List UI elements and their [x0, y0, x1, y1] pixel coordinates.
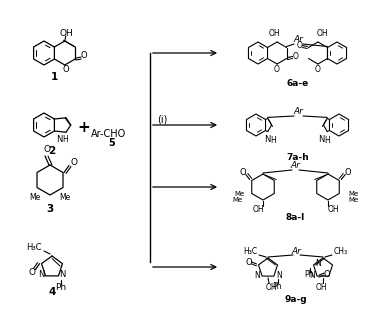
Text: 2: 2	[48, 146, 56, 156]
Text: 3: 3	[46, 204, 54, 214]
Text: Me: Me	[59, 193, 71, 201]
Text: O: O	[324, 270, 330, 279]
Text: 6a-e: 6a-e	[287, 79, 309, 88]
Text: O: O	[345, 168, 352, 177]
Text: Ar: Ar	[293, 36, 303, 45]
Text: 7a-h: 7a-h	[287, 152, 309, 161]
Text: OH: OH	[268, 28, 280, 38]
Text: Ar: Ar	[291, 247, 301, 256]
Text: 8a-l: 8a-l	[285, 213, 305, 222]
Text: O: O	[62, 66, 69, 74]
Text: H₃C: H₃C	[26, 244, 42, 253]
Text: N: N	[316, 259, 321, 268]
Text: O: O	[28, 268, 35, 277]
Text: H₃C: H₃C	[243, 248, 257, 257]
Text: N: N	[38, 270, 45, 279]
Text: O: O	[81, 52, 87, 61]
Text: Me: Me	[232, 197, 243, 202]
Text: OH: OH	[265, 282, 277, 291]
Text: H: H	[325, 136, 330, 145]
Text: O: O	[296, 41, 302, 50]
Text: O: O	[240, 168, 246, 177]
Text: Ar: Ar	[293, 108, 303, 117]
Text: OH: OH	[316, 28, 328, 38]
Text: 1: 1	[51, 72, 58, 82]
Text: N: N	[309, 271, 315, 280]
Text: Ph: Ph	[55, 283, 66, 292]
Text: OH: OH	[315, 282, 327, 291]
Text: CH₃: CH₃	[334, 248, 348, 257]
Text: 5: 5	[109, 138, 115, 148]
Text: O: O	[44, 145, 51, 154]
Text: Ar-CHO: Ar-CHO	[91, 129, 127, 139]
Text: O: O	[274, 66, 280, 74]
Text: Ph: Ph	[272, 282, 281, 290]
Text: H: H	[270, 136, 276, 145]
Text: OH: OH	[327, 204, 339, 213]
Text: N: N	[56, 134, 63, 143]
Text: OH: OH	[60, 28, 74, 38]
Text: N: N	[318, 135, 325, 144]
Text: O: O	[293, 52, 299, 61]
Text: N: N	[264, 135, 271, 144]
Text: OH: OH	[252, 204, 264, 213]
Text: N: N	[254, 271, 260, 280]
Text: O: O	[71, 158, 78, 167]
Text: Ph: Ph	[305, 270, 314, 279]
Text: Me: Me	[348, 197, 358, 202]
Text: (i): (i)	[157, 115, 167, 125]
Text: O: O	[315, 66, 321, 74]
Text: +: +	[78, 121, 91, 135]
Text: O: O	[245, 258, 252, 267]
Text: Me: Me	[235, 191, 245, 197]
Text: Me: Me	[29, 193, 41, 201]
Text: N: N	[276, 271, 282, 280]
Text: H: H	[62, 135, 68, 144]
Text: Ar: Ar	[290, 161, 300, 171]
Text: Me: Me	[348, 191, 358, 197]
Text: 4: 4	[48, 287, 56, 297]
Text: 9a-g: 9a-g	[285, 294, 307, 304]
Text: N: N	[59, 270, 65, 279]
